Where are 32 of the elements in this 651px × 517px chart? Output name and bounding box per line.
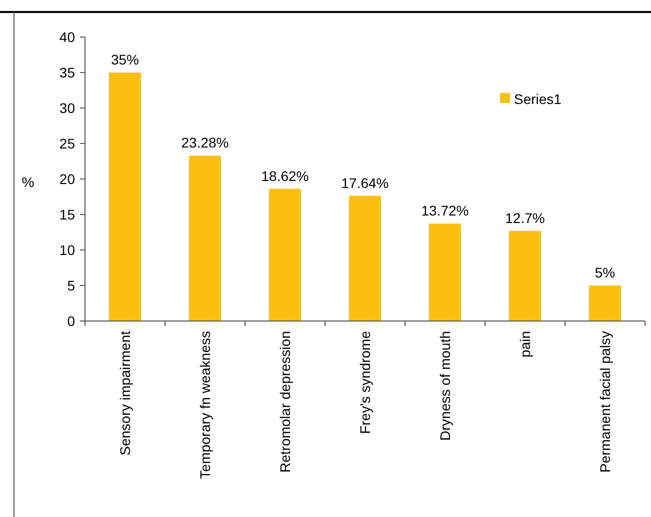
y-tick-label: 40 [59,28,76,45]
data-label: 5% [594,264,616,280]
bar [589,286,621,321]
bar [109,72,141,321]
data-label: 18.62% [261,168,309,184]
y-axis-title: % [22,174,34,190]
bar [509,230,541,321]
data-label: 13.72% [421,202,469,219]
y-tick-label: 10 [59,242,76,258]
bar [429,224,461,321]
legend-label: Series1 [514,90,562,107]
data-label: 23.28% [181,134,229,151]
x-tick-label: Permanent facial palsy [597,331,613,473]
bar [269,188,301,321]
x-tick-label: Frey's syndrome [357,330,373,434]
data-label: 35% [110,52,140,68]
y-tick-label: 20 [59,170,76,187]
bar [189,156,221,321]
x-tick-label: pain [517,331,533,358]
x-tick-label: Temporary fn weakness [197,331,213,479]
y-tick-label: 0 [67,312,76,329]
bar [349,196,381,321]
data-label: 17.64% [341,174,389,191]
y-tick-label: 5 [67,277,76,294]
y-tick-label: 35 [59,64,76,80]
y-tick-label: 30 [59,100,76,116]
y-tick-label: 15 [59,206,76,222]
x-tick-label: Dryness of mouth [437,331,453,441]
data-label: 12.7% [505,210,545,226]
x-tick-label: Retromolar depression [277,331,293,473]
y-tick-label: 25 [59,135,76,152]
x-tick-label: Sensory impairment [117,330,133,456]
